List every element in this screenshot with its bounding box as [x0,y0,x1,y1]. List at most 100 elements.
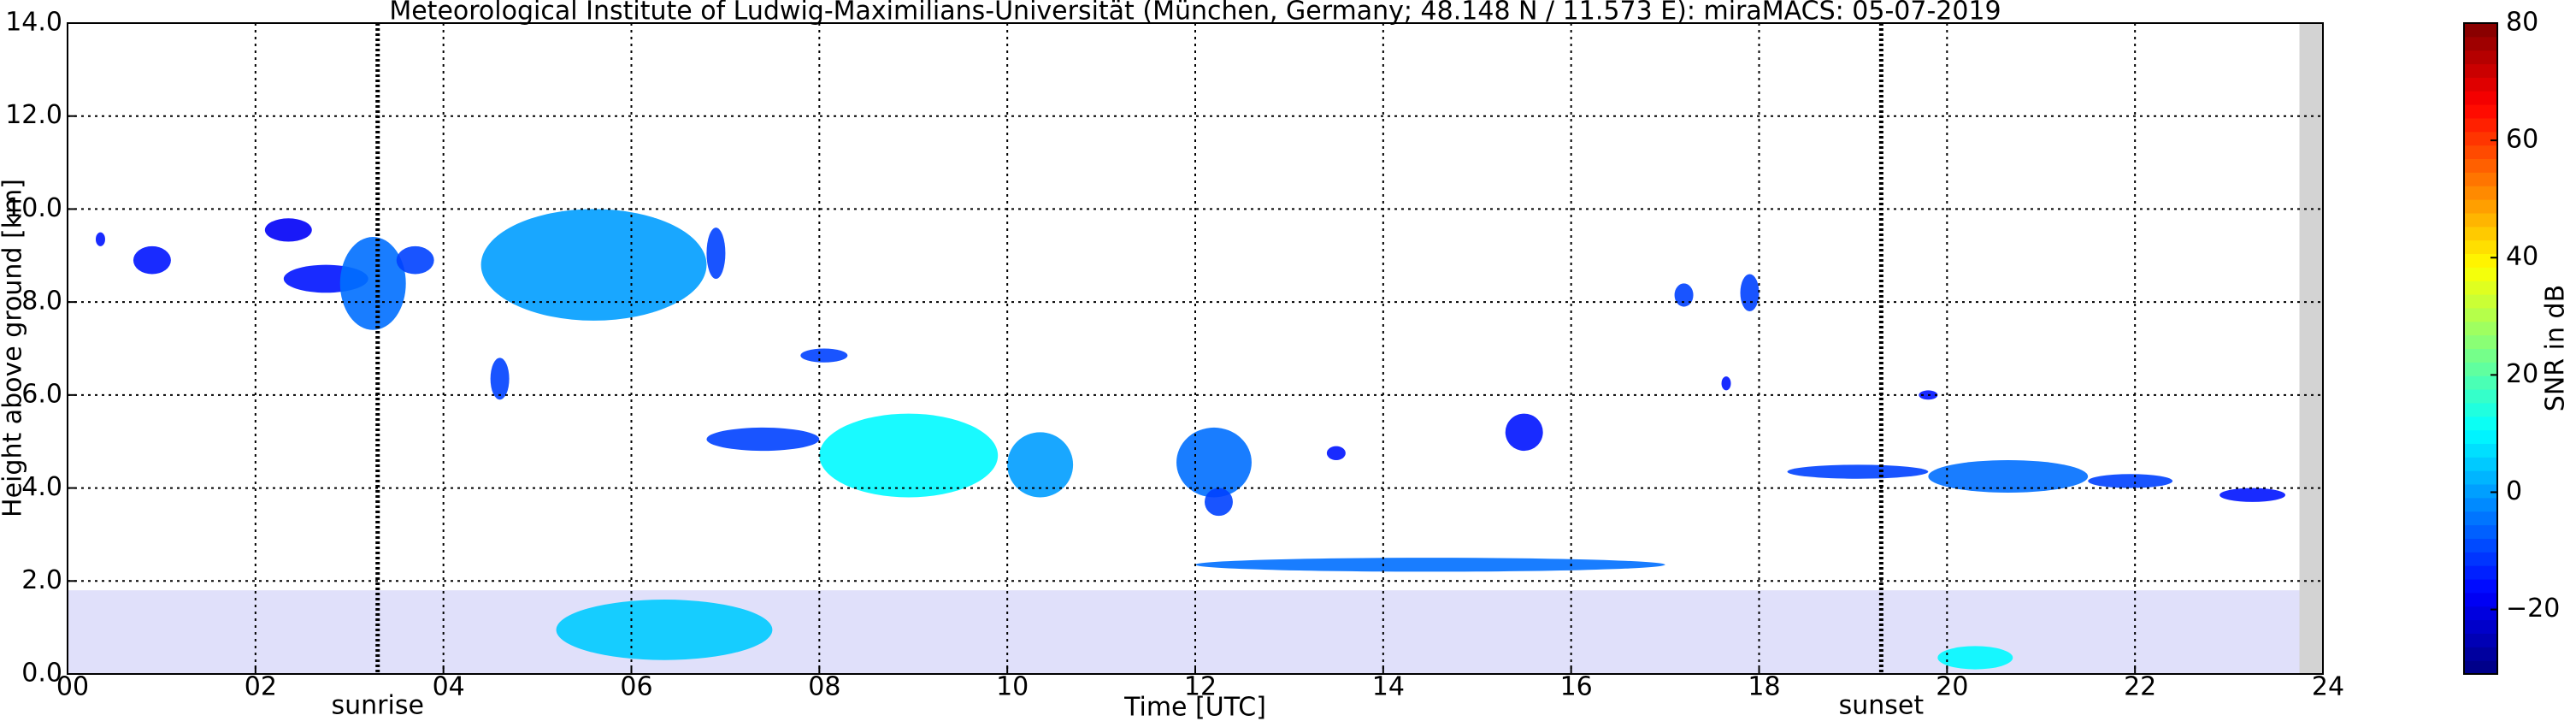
x-tick-label: 16 [1560,672,1593,702]
colorbar-tick-label: 20 [2506,359,2538,389]
x-tick-label: 14 [1372,672,1405,702]
colorbar-band [2464,253,2497,268]
y-tick-label: 4.0 [21,472,62,502]
cloud-echo [1505,413,1543,452]
cloud-echo [1928,459,2089,494]
cloud-echo [339,237,406,330]
marker-label: sunset [1839,691,1925,721]
colorbar-band [2464,647,2497,661]
cloud-echo [1721,376,1731,391]
colorbar-band [2464,23,2497,38]
cloud-echo [1787,464,1929,479]
colorbar-frame [2463,22,2498,675]
colorbar-band [2464,145,2497,160]
colorbar-band [2464,267,2497,281]
colorbar-band [2464,199,2497,214]
x-tick-label: 00 [56,672,89,702]
y-tick-label: 12.0 [5,100,62,130]
colorbar-band [2464,416,2497,431]
colorbar-band [2464,307,2497,322]
x-tick-label: 02 [245,672,277,702]
cloud-echo [1674,283,1694,307]
cloud-echo [2088,474,2173,488]
colorbar-band [2464,63,2497,78]
y-tick-label: 8.0 [21,287,62,316]
cloud-echo [800,348,848,363]
cloud-echo [1937,646,2013,670]
colorbar-band [2464,362,2497,376]
cloud-echo [556,600,773,660]
colorbar-band [2464,131,2497,146]
colorbar-band [2464,606,2497,621]
cloud-echo [1204,488,1233,517]
colorbar-band [2464,334,2497,349]
colorbar-band [2464,524,2497,539]
cloud-echo [264,218,312,242]
colorbar-band [2464,117,2497,133]
clutter-echo [68,590,2300,674]
colorbar-band [2464,389,2497,404]
colorbar-band [2464,239,2497,255]
colorbar-band [2464,77,2497,92]
colorbar-band [2464,186,2497,200]
cloud-echo [396,245,434,275]
colorbar-band [2464,321,2497,336]
colorbar-band [2464,226,2497,241]
y-tick-label: 6.0 [21,379,62,409]
colorbar-band [2464,294,2497,309]
colorbar-band [2464,633,2497,647]
missing-data [2299,23,2323,674]
cloud-echo [490,358,510,400]
x-axis-label: Time [UTC] [1123,693,1266,723]
chart-title: Meteorological Institute of Ludwig-Maxim… [389,0,2001,27]
colorbar-band [2464,375,2497,390]
colorbar-band [2464,470,2497,485]
colorbar-band [2464,484,2497,499]
colorbar-band [2464,552,2497,566]
y-tick-label: 0.0 [21,659,62,689]
colorbar-band [2464,592,2497,607]
marker-label: sunrise [332,691,424,721]
y-axis-label: Height above ground [km] [0,179,28,517]
colorbar-band [2464,36,2497,51]
y-tick-label: 14.0 [5,8,62,38]
colorbar-band [2464,212,2497,228]
colorbar-band [2464,348,2497,363]
cloud-echo [1326,446,1346,460]
cloud-echo [1007,432,1074,498]
cloud-echo [819,413,999,498]
plot-frame [67,22,2324,675]
cloud-echo [2219,488,2286,502]
y-tick-label: 2.0 [21,565,62,595]
cloud-echo [1176,427,1252,498]
overlay: 00 02 04 06 08 10 12 14 16 18 20 22 24 0.0 2.0 4.0 6.0 8.… [5,8,2560,721]
colorbar-band [2464,497,2497,512]
colorbar-tick-label: −20 [2506,594,2560,624]
colorbar-tick-label: 80 [2506,8,2538,38]
colorbar-band [2464,50,2497,65]
colorbar-tick-label: 40 [2506,242,2538,272]
colorbar-label: SNR in dB [2541,285,2571,411]
cloud-echo [706,228,726,279]
cloud-echo [133,245,171,275]
colorbar-band [2464,158,2497,173]
cloud-echo [1740,274,1760,312]
cloud-echo [1195,558,1665,572]
colorbar-band [2464,511,2497,526]
cloud-echo [95,232,105,246]
colorbar-band [2464,429,2497,444]
y-tick-label: 10.0 [5,193,62,223]
colorbar-band [2464,660,2497,675]
x-tick-label: 22 [2124,672,2156,702]
colorbar-band [2464,281,2497,295]
x-tick-label: 04 [433,672,465,702]
x-tick-label: 18 [1748,672,1780,702]
colorbar-band [2464,104,2497,119]
x-tick-label: 20 [1936,672,1968,702]
x-tick-label: 10 [996,672,1029,702]
colorbar-band [2464,538,2497,553]
colorbar-band [2464,172,2497,186]
x-tick-label: 24 [2312,672,2344,702]
colorbar-band [2464,443,2497,458]
colorbar-tick-label: 60 [2506,125,2538,155]
